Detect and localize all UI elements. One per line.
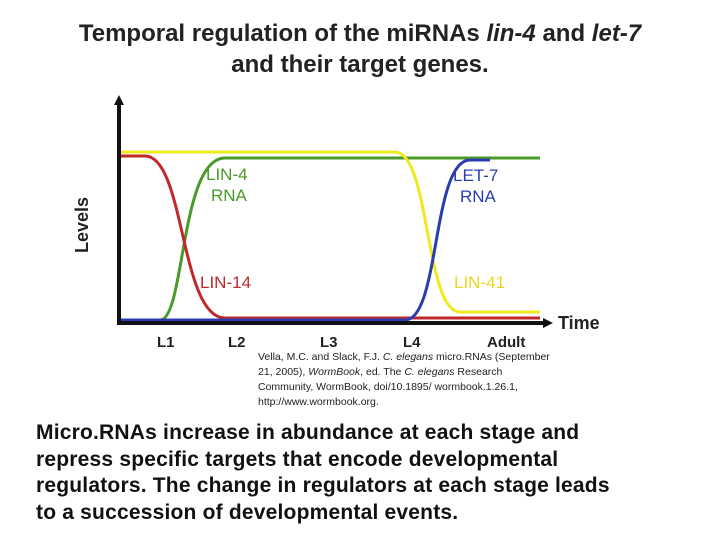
body-text: Micro.RNAs increase in abundance at each…	[36, 420, 706, 526]
citation-italic: C. elegans	[404, 366, 455, 378]
citation-text: Research Community, WormBook, doi/10.189…	[258, 366, 518, 408]
y-axis-label: Levels	[72, 197, 92, 253]
title-text: and	[535, 20, 592, 47]
curve-label: RNA	[460, 187, 497, 206]
stage-label: L1	[157, 334, 175, 351]
slide-title: Temporal regulation of the miRNAs lin-4 …	[0, 18, 720, 80]
curve-lin14	[120, 154, 540, 320]
body-line: regulators. The change in regulators at …	[36, 474, 610, 497]
curve-label: LIN-41	[454, 273, 505, 292]
title-italic: let-7	[591, 20, 642, 47]
curve-let7	[120, 158, 490, 322]
curve-label: LIN-14	[200, 273, 251, 292]
citation-italic: WormBook	[308, 366, 361, 378]
stage-label: L3	[320, 334, 338, 351]
citation-italic: C. elegans	[382, 351, 434, 363]
curve-label: LIN-4	[206, 165, 248, 184]
title-text: Temporal regulation of the miRNAs	[78, 20, 487, 47]
curve-label: RNA	[211, 186, 248, 205]
citation-text: Vella, M.C. and Slack, F.J.	[258, 351, 383, 363]
body-line: to a succession of developmental events.	[36, 500, 459, 524]
citation-text: micro.RNAs (September 21, 2005),	[258, 351, 550, 378]
title-text: and their target genes.	[231, 51, 489, 78]
stage-label: Adult	[487, 334, 525, 351]
stage-label: L4	[403, 334, 421, 351]
citation: Vella, M.C. and Slack, F.J. C. elegans m…	[258, 350, 558, 410]
citation-text: , ed. The	[360, 366, 405, 378]
x-axis-label: Time	[558, 313, 600, 333]
body-line: Micro.RNAs increase in abundance at each…	[36, 421, 580, 444]
curve-label: LET-7	[453, 166, 498, 185]
body-line: repress specific targets that encode dev…	[36, 447, 559, 471]
curve-lin41	[120, 150, 540, 314]
title-italic: lin-4	[486, 20, 536, 47]
stage-label: L2	[228, 334, 246, 351]
